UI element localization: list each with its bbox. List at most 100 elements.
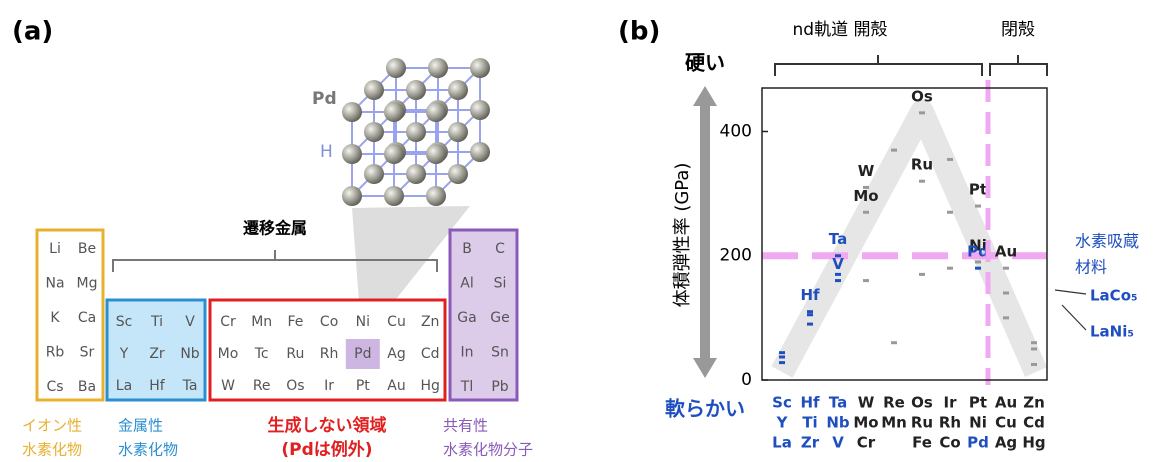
- group-caption: 生成しない領域: [268, 415, 387, 436]
- atom: [470, 100, 490, 120]
- element: Cs: [46, 379, 63, 395]
- element: Ag: [387, 346, 405, 362]
- x-tick-label: La: [772, 434, 792, 452]
- panel-label: (a): [12, 17, 53, 47]
- element: Y: [119, 346, 129, 362]
- x-tick-label: Zr: [801, 434, 820, 452]
- element: Fe: [287, 314, 303, 330]
- compound-label: LaNi₅: [1090, 323, 1134, 341]
- x-tick-label: Cd: [1023, 414, 1045, 432]
- element: C: [495, 241, 505, 257]
- atom: [364, 122, 384, 142]
- x-tick-label: Sc: [772, 394, 792, 412]
- element: Zr: [149, 346, 165, 362]
- atom: [428, 58, 448, 78]
- element: Tl: [460, 379, 473, 395]
- soft-label: 軟らかい: [665, 397, 745, 421]
- atom: [384, 186, 404, 206]
- group-caption: 共有性: [443, 417, 488, 435]
- group-box: [105, 298, 207, 402]
- group-caption: 水素化物分子: [443, 441, 533, 459]
- element: Na: [45, 276, 64, 292]
- element: Zn: [421, 314, 439, 330]
- atom: [384, 144, 404, 164]
- element: Pd: [354, 346, 371, 362]
- bracket-label: 遷移金属: [243, 219, 307, 238]
- point-label: Pt: [969, 181, 987, 199]
- element: Si: [494, 276, 507, 292]
- x-tick-label: Os: [911, 394, 933, 412]
- element: Ni: [356, 314, 370, 330]
- element: V: [185, 314, 195, 330]
- leader-line: [1054, 289, 1087, 295]
- element: Ba: [78, 379, 96, 395]
- point-label: W: [858, 162, 875, 180]
- atom: [470, 58, 490, 78]
- x-tick-label: Au: [995, 394, 1017, 412]
- x-tick-label: Cr: [857, 434, 876, 452]
- panel-label: (b): [618, 17, 660, 47]
- atom: [342, 186, 362, 206]
- crystal-label: Pd: [312, 89, 337, 109]
- element: Cr: [220, 314, 236, 330]
- x-tick-label: V: [832, 434, 844, 452]
- atom: [470, 142, 490, 162]
- element: In: [460, 345, 473, 361]
- x-tick-label: Ti: [802, 414, 817, 432]
- point-label: Hf: [800, 286, 820, 304]
- element: Ge: [490, 310, 509, 326]
- x-tick-label: Ni: [969, 414, 987, 432]
- x-tick-label: Zn: [1023, 394, 1045, 412]
- atom: [406, 164, 426, 184]
- element: Sr: [80, 345, 95, 361]
- top-label: 閉殻: [1001, 20, 1035, 40]
- atom: [406, 80, 426, 100]
- element: Sn: [491, 345, 509, 361]
- plot: 0 200 400 Sc Hf Ta W Re Os Ir Pt Au Zn Hf Ta W Os Pt Au Y Ti…: [720, 87, 1047, 452]
- bracket: [774, 55, 983, 76]
- element: Al: [460, 276, 473, 292]
- element: La: [116, 378, 132, 394]
- element: Mo: [218, 346, 239, 362]
- atom: [406, 122, 426, 142]
- element: Nb: [180, 346, 199, 362]
- element: Ta: [182, 378, 198, 394]
- bracket: [112, 250, 438, 272]
- x-tick-label: Pd: [967, 434, 989, 452]
- y-tick-label: 200: [720, 246, 752, 266]
- element: Co: [320, 314, 338, 330]
- x-tick-label: Cu: [995, 414, 1017, 432]
- point-label: Ru: [911, 156, 933, 174]
- element: B: [462, 241, 472, 257]
- element: Pt: [356, 378, 370, 394]
- element: Ca: [78, 310, 96, 326]
- x-tick-label: Ag: [995, 434, 1017, 452]
- element: Sc: [116, 314, 133, 330]
- x-tick-label: W: [858, 394, 875, 412]
- point-label: Au: [995, 243, 1017, 261]
- element: K: [50, 310, 60, 326]
- group-caption: 水素化物: [118, 441, 178, 459]
- atom: [448, 164, 468, 184]
- x-tick-label: Ru: [911, 414, 933, 432]
- x-tick-label: Y: [776, 414, 789, 432]
- y-axis-label: 体積弾性率 (GPa): [672, 163, 693, 308]
- atom: [342, 102, 362, 122]
- element: Ir: [324, 378, 334, 394]
- element: Au: [387, 378, 405, 394]
- atom: [384, 102, 404, 122]
- element: Rb: [46, 345, 65, 361]
- element: Mn: [251, 314, 272, 330]
- atom: [426, 102, 446, 122]
- x-tick-label: Hf: [800, 394, 820, 412]
- bracket: [989, 55, 1048, 76]
- x-tick-label: Hg: [1022, 434, 1045, 452]
- element: Li: [49, 241, 61, 257]
- annotation: 材料: [1075, 258, 1107, 277]
- atom: [426, 186, 446, 206]
- element: Hf: [149, 378, 166, 394]
- element: Mg: [77, 276, 98, 292]
- element: Rh: [320, 346, 339, 362]
